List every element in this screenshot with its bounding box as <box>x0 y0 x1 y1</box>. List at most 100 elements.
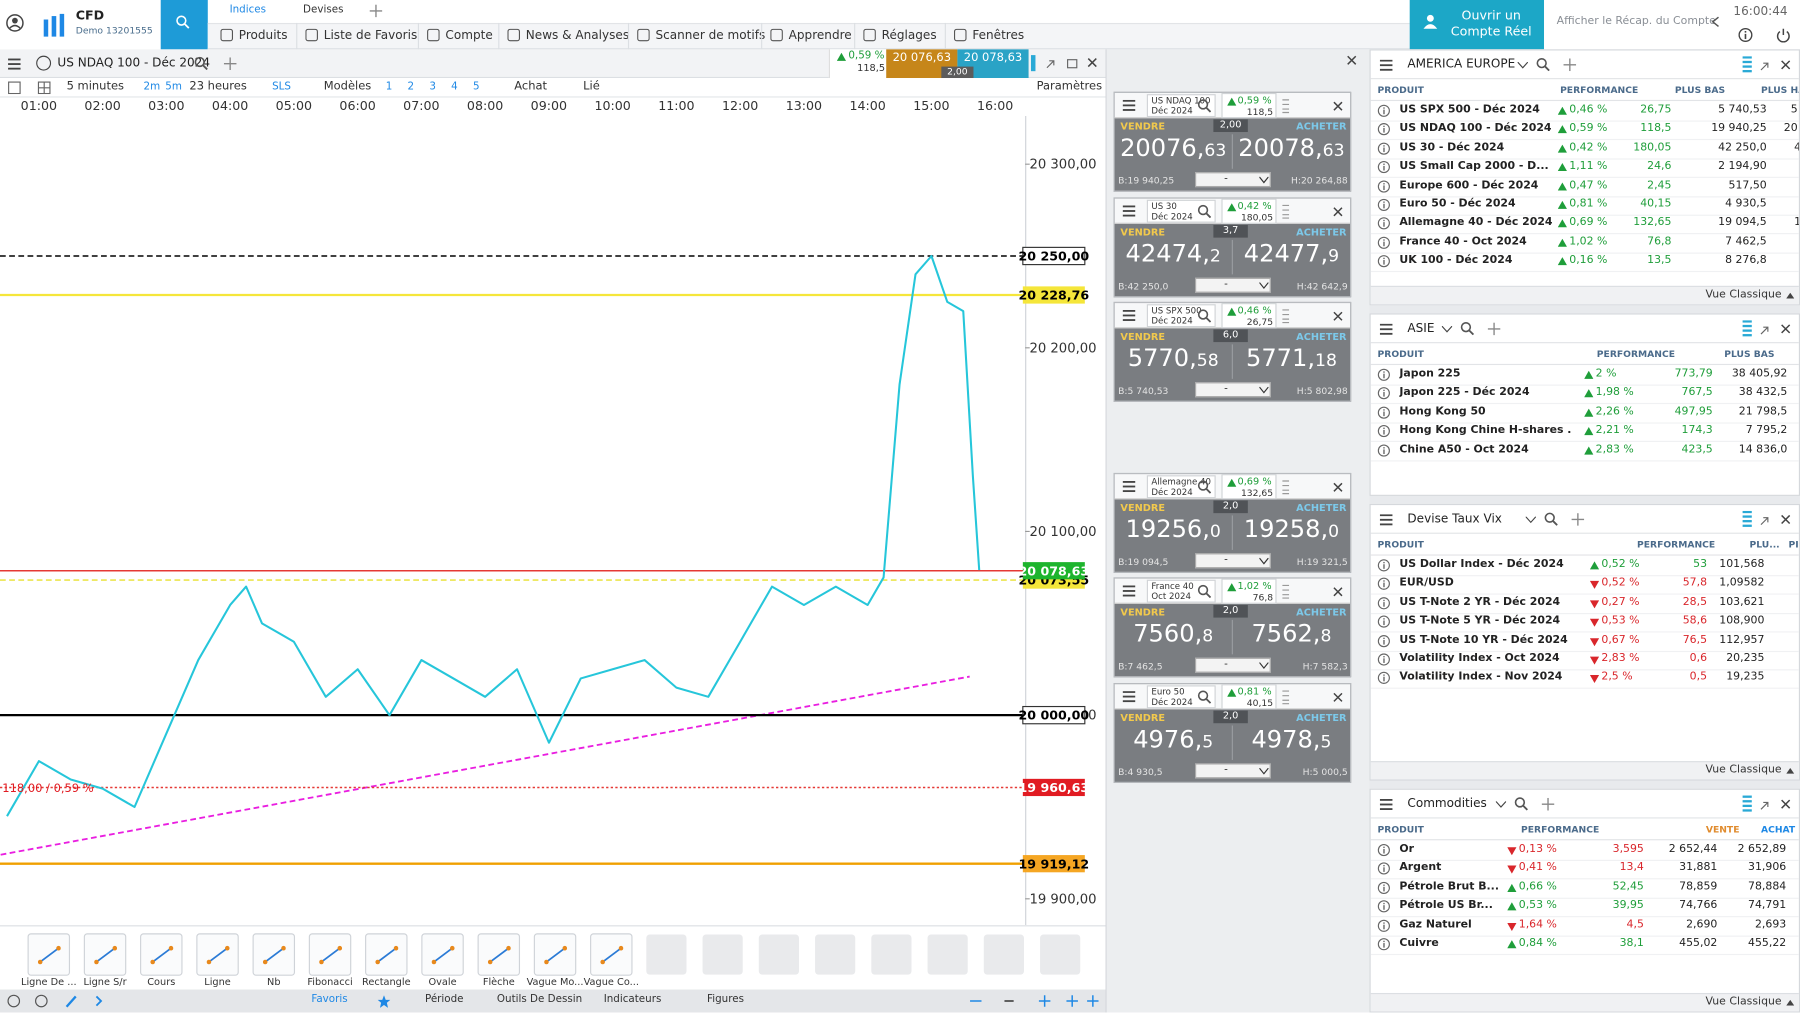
top-tab[interactable]: Indices <box>229 4 267 17</box>
sell-label[interactable]: VENDRE <box>1120 121 1166 134</box>
menu-item[interactable]: Réglages <box>881 28 937 43</box>
search-button[interactable] <box>160 0 208 50</box>
period-button[interactable]: 2m <box>143 81 161 93</box>
product-name[interactable]: UK 100 - Déc 2024 <box>1399 253 1513 267</box>
collapse-icon[interactable] <box>1711 16 1720 27</box>
product-name[interactable]: Japon 225 <box>1399 367 1461 380</box>
bottom-icons[interactable] <box>7 994 110 1008</box>
info-icon[interactable] <box>1377 615 1391 629</box>
drawing-tool[interactable] <box>252 933 296 976</box>
product-name[interactable]: US 30 - Déc 2024 <box>1399 140 1505 154</box>
close-icon[interactable] <box>1333 482 1343 492</box>
column-header[interactable]: PI <box>1788 539 1799 550</box>
info-icon[interactable] <box>1377 596 1391 610</box>
layout-button[interactable]: 2 <box>407 81 415 93</box>
search-icon[interactable] <box>1197 584 1212 599</box>
drawing-tool[interactable] <box>533 933 577 976</box>
column-header[interactable]: PERFORMANCE <box>1560 84 1639 96</box>
column-header[interactable]: PERFORMANCE <box>1596 348 1675 360</box>
menu-icon[interactable] <box>1122 205 1136 217</box>
info-icon[interactable] <box>1377 387 1391 400</box>
sls-button[interactable]: SLS <box>272 81 291 93</box>
sell-price-box[interactable]: 4976,5 <box>1115 726 1232 760</box>
info-icon[interactable] <box>1377 255 1391 268</box>
sell-price-box[interactable]: 5770,58 <box>1115 344 1232 378</box>
search-icon[interactable] <box>1197 99 1212 113</box>
panel-controls[interactable] <box>1740 795 1797 814</box>
menu-icon[interactable] <box>1379 59 1393 71</box>
info-icon[interactable] <box>1377 862 1391 876</box>
column-header[interactable]: PERFORMANCE <box>1521 824 1600 835</box>
column-header[interactable]: PLUS HA <box>1760 84 1799 96</box>
product-name[interactable]: Euro 50 - Déc 2024 <box>1399 197 1516 211</box>
product-name[interactable]: US T-Note 5 YR - Déc 2024 <box>1399 614 1561 628</box>
panel-title[interactable]: Devise Taux Vix <box>1407 511 1502 526</box>
link-button[interactable]: Lié <box>583 80 600 93</box>
product-name[interactable]: Argent <box>1399 861 1442 875</box>
info-icon[interactable] <box>1377 919 1391 932</box>
product-name[interactable]: Pétrole Brut B... <box>1399 880 1499 893</box>
quantity-field[interactable]: - <box>1195 382 1271 398</box>
drawing-tool[interactable] <box>365 933 408 976</box>
info-icon[interactable] <box>1377 843 1391 857</box>
bottom-tab[interactable]: Période <box>424 994 464 1006</box>
add-icon[interactable] <box>1488 322 1501 336</box>
search-icon[interactable] <box>1197 690 1212 704</box>
layout-button[interactable]: 4 <box>451 81 458 93</box>
add-icon[interactable] <box>1571 513 1585 526</box>
panel-title[interactable]: AMERICA EUROPE <box>1407 57 1516 72</box>
sell-label[interactable]: VENDRE <box>1120 502 1166 515</box>
menu-icon[interactable] <box>1379 323 1393 335</box>
buy-price-box[interactable]: 19258,0 <box>1233 515 1350 549</box>
drawing-tool[interactable] <box>421 933 464 976</box>
product-name[interactable]: Or <box>1399 842 1415 856</box>
product-name[interactable]: Japon 225 - Déc 2024 <box>1399 386 1530 399</box>
bottom-tab[interactable]: Favoris <box>311 994 348 1006</box>
info-icon[interactable] <box>1377 406 1391 419</box>
info-icon[interactable] <box>1377 179 1391 193</box>
info-icon[interactable] <box>1377 900 1391 913</box>
close-icon[interactable] <box>1347 55 1357 65</box>
menu-item[interactable]: Apprendre <box>788 28 852 43</box>
menu-icon[interactable] <box>1122 309 1136 321</box>
close-icon[interactable] <box>1333 692 1343 702</box>
close-icon[interactable] <box>1333 311 1343 321</box>
menu-icon[interactable] <box>1122 480 1136 493</box>
drawing-tool[interactable] <box>477 933 521 976</box>
bottom-tab[interactable]: Figures <box>707 994 744 1006</box>
quantity-field[interactable]: - <box>1195 172 1271 188</box>
drawing-tool[interactable] <box>83 933 127 976</box>
product-name[interactable]: US NDAQ 100 - Déc 2024 <box>1399 122 1552 135</box>
column-header[interactable]: PLU... <box>1749 539 1780 550</box>
info-icon[interactable] <box>1377 198 1391 212</box>
top-tab[interactable]: Devises <box>303 4 344 17</box>
search-icon[interactable] <box>176 15 190 29</box>
product-name[interactable]: Volatility Index - Nov 2024 <box>1399 670 1563 684</box>
info-icon[interactable] <box>1377 672 1391 685</box>
info-icon[interactable] <box>1377 578 1391 591</box>
column-header[interactable]: PLUS BAS <box>1724 348 1775 360</box>
quantity-field[interactable]: - <box>1195 553 1271 569</box>
power-icon[interactable] <box>1776 28 1791 43</box>
product-name[interactable]: Hong Kong Chine H-shares ... <box>1399 423 1572 437</box>
settings-button[interactable]: Paramètres <box>1036 80 1103 93</box>
buy-price-box[interactable]: 7562,8 <box>1233 620 1350 654</box>
product-name[interactable]: EUR/USD <box>1399 576 1454 590</box>
dropdown-caret[interactable] <box>1525 516 1536 524</box>
product-name[interactable]: US Dollar Index - Déc 2024 <box>1399 557 1564 571</box>
info-icon[interactable] <box>1377 142 1391 155</box>
product-name[interactable]: Allemagne 40 - Déc 2024 <box>1399 216 1553 229</box>
column-header[interactable]: ACHAT <box>1760 824 1796 835</box>
buy-price-box[interactable]: 20078,63 <box>1233 134 1350 168</box>
info-icon[interactable] <box>1377 881 1391 894</box>
column-header[interactable]: PRODUIT <box>1377 84 1424 96</box>
panel-title[interactable]: Commodities <box>1407 796 1487 811</box>
info-icon[interactable] <box>1377 559 1391 572</box>
panel-title[interactable]: ASIE <box>1407 321 1435 336</box>
sell-price-box[interactable]: 42474,2 <box>1115 240 1232 274</box>
sell-price-box[interactable]: 7560,8 <box>1115 620 1232 654</box>
product-name[interactable]: Europe 600 - Déc 2024 <box>1399 178 1539 192</box>
zoom-controls[interactable] <box>970 994 1099 1008</box>
product-name[interactable]: US SPX 500 - Déc 2024 <box>1399 103 1540 116</box>
layout-button[interactable]: 5 <box>472 81 480 93</box>
